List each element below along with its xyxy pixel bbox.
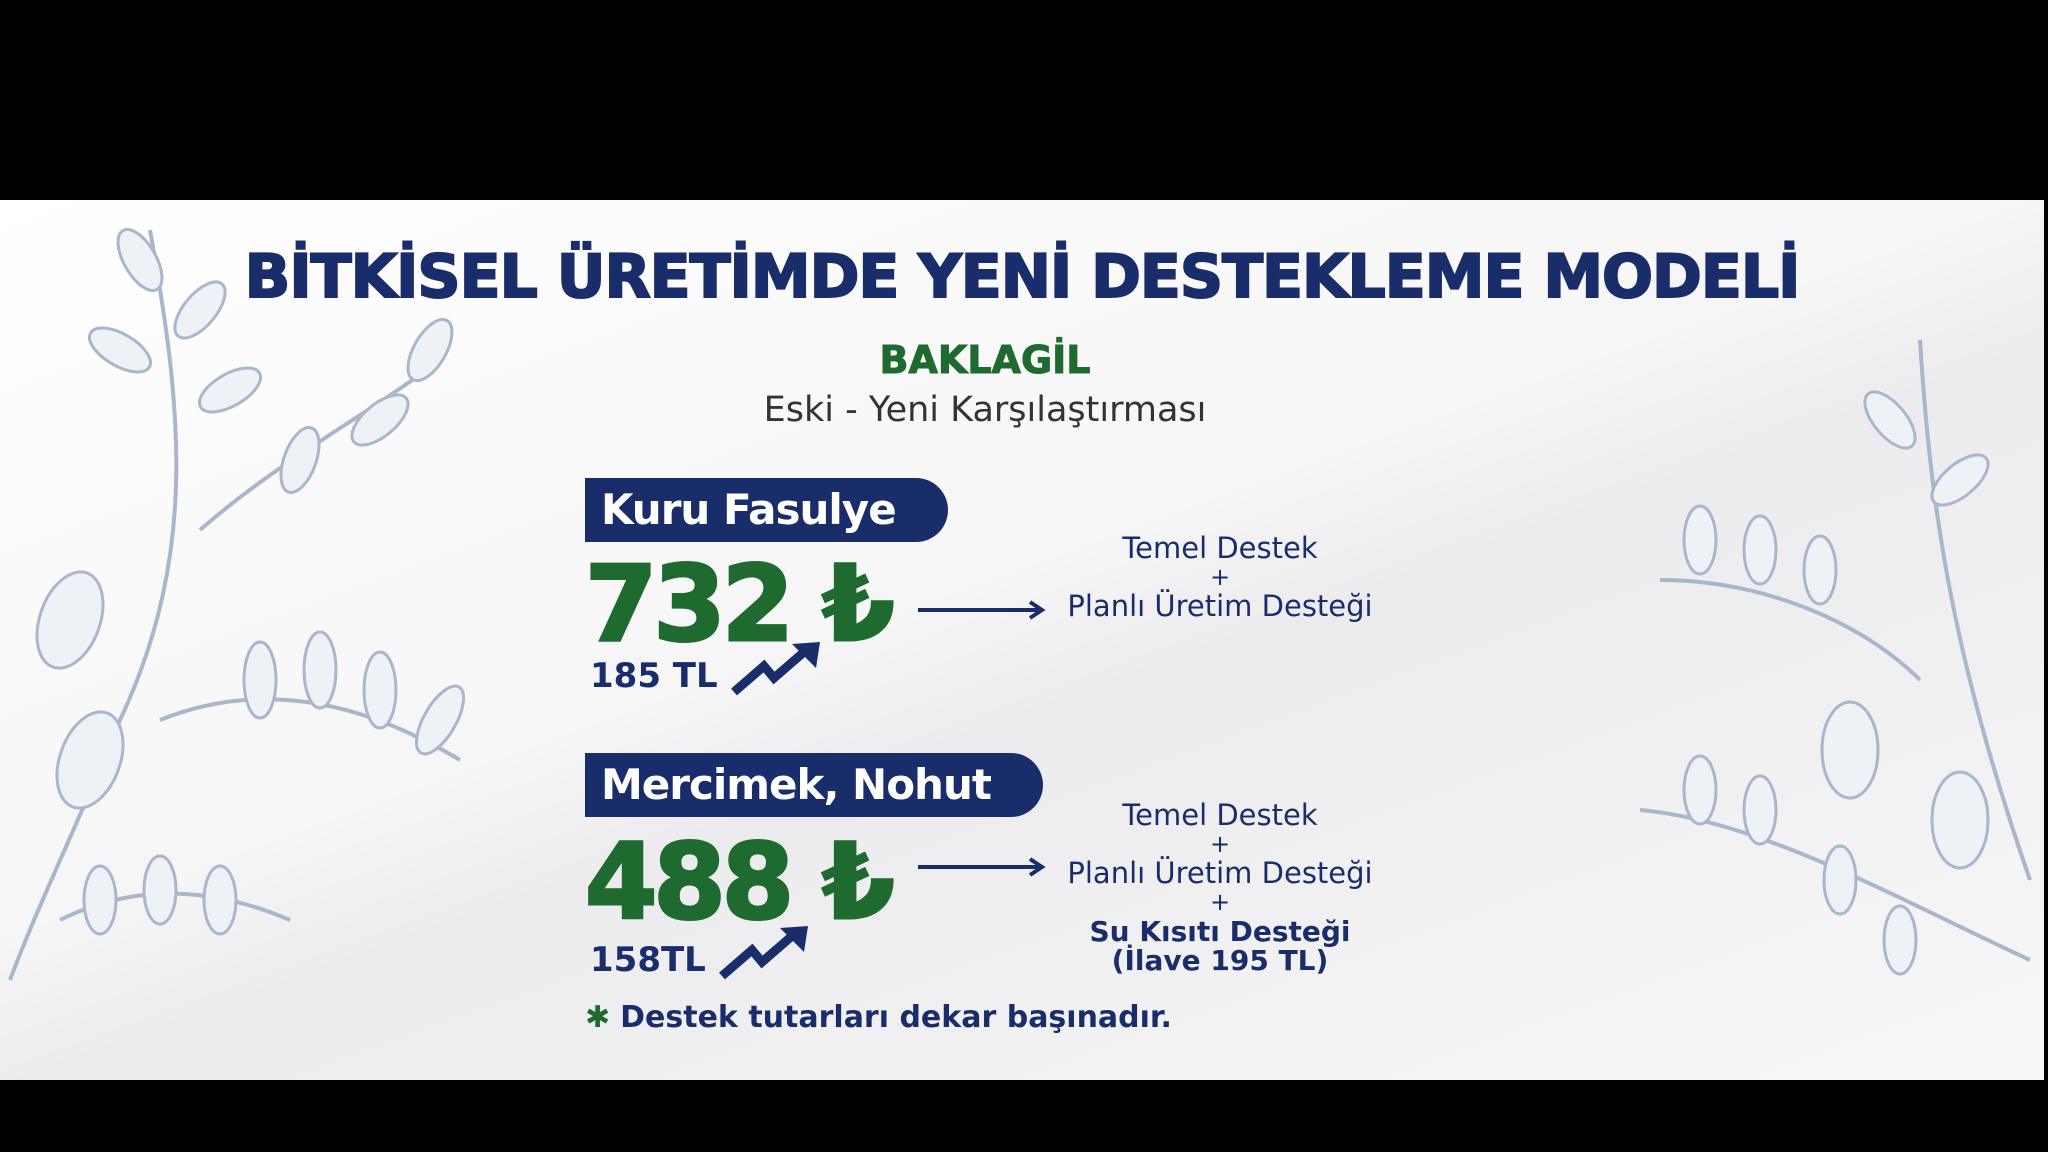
- asterisk-icon: ✱: [585, 1000, 611, 1035]
- new-amount: 488 ₺: [584, 821, 897, 943]
- slide: BİTKİSEL ÜRETİMDE YENİ DESTEKLEME MODELİ…: [0, 200, 2044, 1080]
- components-list: Temel Destek + Planlı Üretim Desteği + S…: [1040, 798, 1400, 977]
- trend-up-icon: [730, 642, 820, 696]
- component-text: Planlı Üretim Desteği: [1067, 589, 1373, 623]
- component-text: Planlı Üretim Desteği: [1067, 856, 1373, 890]
- plus-sign: +: [1209, 563, 1231, 591]
- arrow-right-icon: [918, 600, 1046, 620]
- subtitle: Eski - Yeni Karşılaştırması: [763, 390, 1207, 430]
- page-title: BİTKİSEL ÜRETİMDE YENİ DESTEKLEME MODELİ: [244, 241, 1802, 313]
- components-list: Temel Destek + Planlı Üretim Desteği: [1040, 534, 1400, 621]
- water-restriction-support: Su Kısıtı Desteği: [1089, 915, 1351, 948]
- additional-amount-note: (İlave 195 TL): [1111, 944, 1329, 977]
- crop-label-kuru-fasulye: Kuru Fasulye: [585, 478, 948, 542]
- old-amount-row: 185 TL: [590, 640, 822, 696]
- old-amount-row: 158TL: [590, 924, 810, 980]
- crop-label-mercimek-nohut: Mercimek, Nohut: [585, 753, 1043, 817]
- footnote: ✱ Destek tutarları dekar başınadır.: [585, 1000, 1172, 1035]
- new-amount: 732 ₺: [584, 543, 897, 665]
- arrow-right-icon: [918, 857, 1046, 877]
- trend-up-icon: [718, 926, 808, 980]
- component-text: Temel Destek: [1122, 798, 1318, 832]
- plus-sign: +: [1209, 830, 1231, 858]
- footnote-text: Destek tutarları dekar başınadır.: [620, 1000, 1172, 1035]
- old-amount: 185 TL: [590, 656, 718, 696]
- leaf-decoration-icon: [8, 227, 2032, 981]
- category-heading: BAKLAGİL: [879, 338, 1091, 383]
- plus-sign: +: [1209, 888, 1231, 916]
- old-amount: 158TL: [590, 940, 706, 980]
- component-text: Temel Destek: [1122, 531, 1318, 565]
